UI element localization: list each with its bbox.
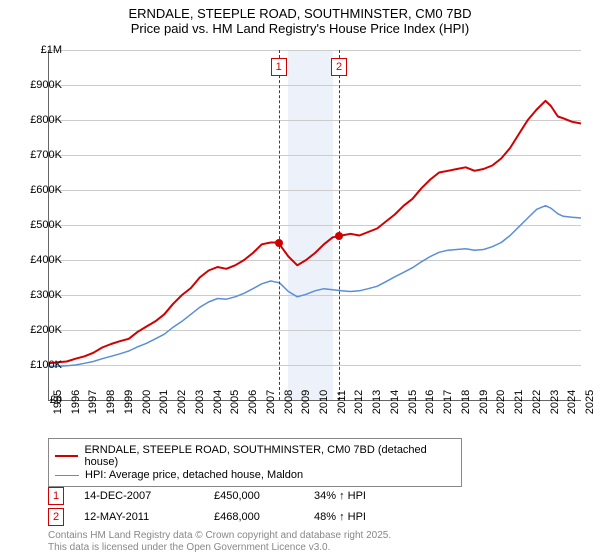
- x-axis-label: 2004: [212, 390, 224, 414]
- x-axis-label: 2003: [194, 390, 206, 414]
- x-axis-label: 2022: [531, 390, 543, 414]
- sale-idx-1: 1: [48, 487, 64, 505]
- sale-vline: [339, 50, 340, 400]
- sale-delta-1: 34% ↑ HPI: [314, 490, 404, 502]
- x-axis-label: 2024: [566, 390, 578, 414]
- series-property: [49, 101, 581, 364]
- x-axis-label: 1998: [105, 390, 117, 414]
- chart-plot-area: 12: [48, 50, 581, 401]
- x-axis-label: 2016: [424, 390, 436, 414]
- x-axis-label: 2014: [389, 390, 401, 414]
- x-axis-label: 2009: [300, 390, 312, 414]
- title-line2: Price paid vs. HM Land Registry's House …: [0, 21, 600, 36]
- x-axis-label: 2018: [460, 390, 472, 414]
- y-axis-label: £600K: [30, 184, 62, 196]
- x-axis-label: 2017: [442, 390, 454, 414]
- sale-vline: [279, 50, 280, 400]
- attribution-line2: This data is licensed under the Open Gov…: [48, 542, 391, 554]
- x-axis-label: 1997: [87, 390, 99, 414]
- legend-row-property: ERNDALE, STEEPLE ROAD, SOUTHMINSTER, CM0…: [55, 444, 455, 468]
- x-axis-label: 2012: [353, 390, 365, 414]
- x-axis-label: 2025: [584, 390, 596, 414]
- legend-box: ERNDALE, STEEPLE ROAD, SOUTHMINSTER, CM0…: [48, 438, 462, 487]
- y-axis-label: £300K: [30, 289, 62, 301]
- legend-label-property: ERNDALE, STEEPLE ROAD, SOUTHMINSTER, CM0…: [84, 444, 455, 468]
- legend-label-hpi: HPI: Average price, detached house, Mald…: [85, 469, 303, 481]
- x-axis-label: 2011: [336, 390, 348, 414]
- y-axis-label: £400K: [30, 254, 62, 266]
- sales-table: 1 14-DEC-2007 £450,000 34% ↑ HPI 2 12-MA…: [48, 484, 404, 529]
- legend-row-hpi: HPI: Average price, detached house, Mald…: [55, 469, 455, 481]
- sale-dot-2: [335, 232, 343, 240]
- y-axis-label: £1M: [41, 44, 62, 56]
- x-axis-label: 2008: [283, 390, 295, 414]
- sale-price-2: £468,000: [214, 511, 294, 523]
- x-axis-label: 2001: [158, 390, 170, 414]
- chart-svg: [49, 50, 581, 400]
- x-axis-label: 2002: [176, 390, 188, 414]
- x-axis-label: 2005: [229, 390, 241, 414]
- y-axis-label: £800K: [30, 114, 62, 126]
- x-axis-label: 2023: [549, 390, 561, 414]
- sale-date-1: 14-DEC-2007: [84, 490, 194, 502]
- x-axis-label: 1996: [70, 390, 82, 414]
- sale-idx-2: 2: [48, 508, 64, 526]
- title-line1: ERNDALE, STEEPLE ROAD, SOUTHMINSTER, CM0…: [0, 6, 600, 21]
- y-axis-label: £100K: [30, 359, 62, 371]
- legend-swatch-hpi: [55, 475, 79, 476]
- attribution: Contains HM Land Registry data © Crown c…: [48, 530, 391, 554]
- chart-container: ERNDALE, STEEPLE ROAD, SOUTHMINSTER, CM0…: [0, 0, 600, 560]
- x-axis-label: 2020: [495, 390, 507, 414]
- sale-row-2: 2 12-MAY-2011 £468,000 48% ↑ HPI: [48, 508, 404, 526]
- x-axis-label: 1999: [123, 390, 135, 414]
- x-axis-label: 2019: [478, 390, 490, 414]
- sale-delta-2: 48% ↑ HPI: [314, 511, 404, 523]
- series-hpi: [49, 206, 581, 367]
- x-axis-label: 2013: [371, 390, 383, 414]
- attribution-line1: Contains HM Land Registry data © Crown c…: [48, 530, 391, 542]
- title-block: ERNDALE, STEEPLE ROAD, SOUTHMINSTER, CM0…: [0, 0, 600, 36]
- sale-price-1: £450,000: [214, 490, 294, 502]
- legend-swatch-property: [55, 455, 78, 457]
- sale-marker-2: 2: [331, 58, 347, 76]
- x-axis-label: 2021: [513, 390, 525, 414]
- sale-dot-1: [275, 239, 283, 247]
- x-axis-label: 2007: [265, 390, 277, 414]
- sale-marker-1: 1: [271, 58, 287, 76]
- y-axis-label: £500K: [30, 219, 62, 231]
- x-axis-label: 1995: [52, 390, 64, 414]
- sale-date-2: 12-MAY-2011: [84, 511, 194, 523]
- x-axis-label: 2000: [141, 390, 153, 414]
- y-axis-label: £900K: [30, 79, 62, 91]
- y-axis-label: £700K: [30, 149, 62, 161]
- y-axis-label: £200K: [30, 324, 62, 336]
- x-axis-label: 2015: [407, 390, 419, 414]
- sale-row-1: 1 14-DEC-2007 £450,000 34% ↑ HPI: [48, 487, 404, 505]
- x-axis-label: 2006: [247, 390, 259, 414]
- x-axis-label: 2010: [318, 390, 330, 414]
